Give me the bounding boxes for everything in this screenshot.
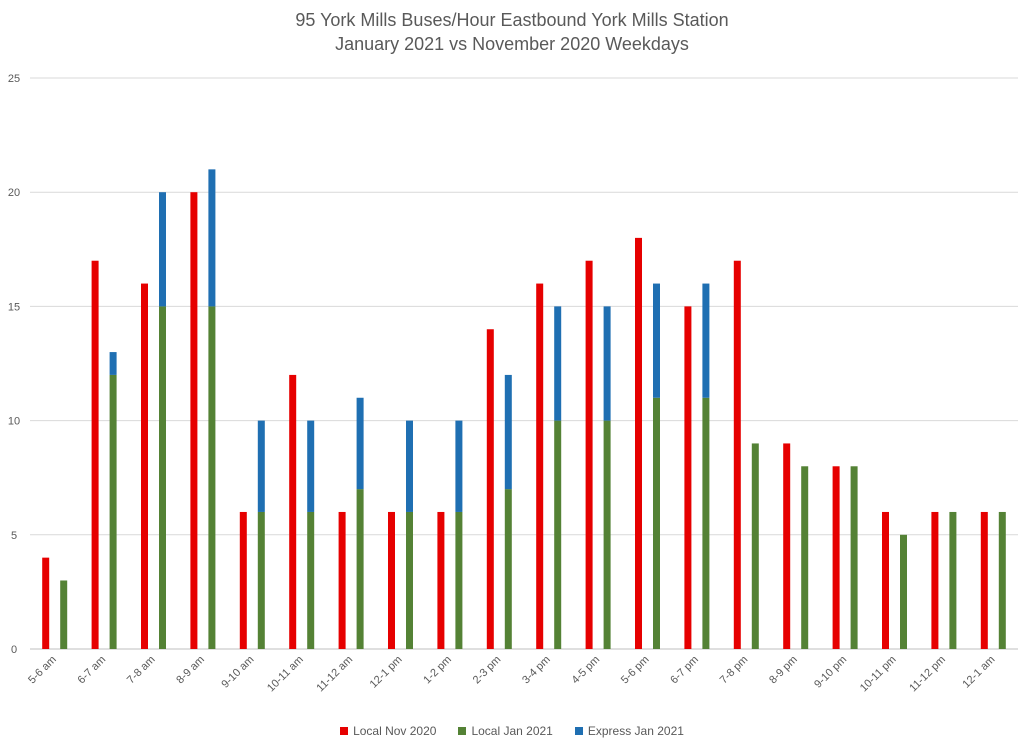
x-tick-label: 9-10 pm xyxy=(812,654,849,691)
x-tick-label: 10-11 pm xyxy=(858,654,899,695)
bar-express-jan-2021 xyxy=(109,352,117,375)
bar-local-jan-2021 xyxy=(356,489,364,649)
x-tick-label: 2-3 pm xyxy=(471,654,504,687)
bar-local-jan-2021 xyxy=(603,420,611,649)
bar-local-jan-2021 xyxy=(653,397,660,649)
chart-title-line1: 95 York Mills Buses/Hour Eastbound York … xyxy=(295,10,729,30)
bar-local-jan-2021 xyxy=(801,466,809,649)
bar-express-jan-2021 xyxy=(455,420,463,512)
y-tick-label: 15 xyxy=(8,301,20,313)
chart-title: 95 York Mills Buses/Hour Eastbound York … xyxy=(0,8,1024,56)
bar-local-jan-2021 xyxy=(159,306,166,649)
legend-swatch xyxy=(340,727,349,735)
bar-local-nov-2020 xyxy=(239,511,247,649)
legend-label: Local Nov 2020 xyxy=(353,724,437,738)
bar-local-nov-2020 xyxy=(684,306,692,649)
x-tick-label: 6-7 am xyxy=(76,654,109,687)
legend-swatch xyxy=(574,727,583,735)
bar-local-nov-2020 xyxy=(980,511,988,649)
bar-local-jan-2021 xyxy=(60,580,68,649)
bar-local-nov-2020 xyxy=(585,260,593,649)
x-tick-label: 11-12 am xyxy=(314,654,355,695)
y-tick-label: 0 xyxy=(11,644,17,656)
x-tick-label: 6-7 pm xyxy=(668,654,701,687)
legend-label: Local Jan 2021 xyxy=(471,724,553,738)
bar-express-jan-2021 xyxy=(504,374,512,490)
x-tick-label: 12-1 pm xyxy=(368,654,405,691)
bar-express-jan-2021 xyxy=(653,283,660,398)
bar-local-jan-2021 xyxy=(455,511,463,649)
bar-local-nov-2020 xyxy=(486,329,494,649)
legend-label: Express Jan 2021 xyxy=(587,724,684,738)
bar-local-jan-2021 xyxy=(406,511,413,649)
chart-title-line2: January 2021 vs November 2020 Weekdays xyxy=(335,34,689,54)
x-tick-label: 11-12 pm xyxy=(907,654,948,695)
bar-local-jan-2021 xyxy=(307,511,315,649)
legend: Local Nov 2020 Local Jan 2021 Express Jan … xyxy=(0,724,1024,738)
bar-local-jan-2021 xyxy=(257,511,265,649)
bar-local-nov-2020 xyxy=(931,511,939,649)
bar-local-jan-2021 xyxy=(900,534,907,649)
bar-local-nov-2020 xyxy=(91,260,99,649)
bar-local-jan-2021 xyxy=(850,466,858,649)
bar-express-jan-2021 xyxy=(603,306,611,421)
bar-local-nov-2020 xyxy=(882,511,889,649)
bar-express-jan-2021 xyxy=(208,169,216,307)
x-tick-label: 7-8 pm xyxy=(718,654,751,687)
bar-chart: 0 5 10 15 20 25 5-6 am 6-7 am 7-8 am 8-9 am 9-10 … xyxy=(8,73,1018,695)
bar-local-nov-2020 xyxy=(783,443,791,649)
x-tick-label: 7-8 am xyxy=(125,654,158,687)
bar-local-jan-2021 xyxy=(949,511,957,649)
bar-local-jan-2021 xyxy=(702,397,710,649)
bar-local-nov-2020 xyxy=(437,511,445,649)
legend-swatch xyxy=(458,727,467,735)
y-tick-label: 20 xyxy=(8,187,20,199)
x-tick-label: 12-1 am xyxy=(960,654,997,691)
bar-local-nov-2020 xyxy=(338,511,346,649)
bar-local-jan-2021 xyxy=(751,443,759,649)
bar-local-jan-2021 xyxy=(109,374,117,649)
y-tick-label: 25 xyxy=(8,73,20,85)
bar-local-jan-2021 xyxy=(554,420,562,649)
x-tick-label: 9-10 am xyxy=(219,654,256,691)
bar-local-nov-2020 xyxy=(190,192,198,649)
bar-local-nov-2020 xyxy=(388,511,395,649)
bar-express-jan-2021 xyxy=(406,420,413,512)
bar-express-jan-2021 xyxy=(356,397,364,490)
bar-local-nov-2020 xyxy=(832,466,840,649)
x-tick-label: 10-11 am xyxy=(265,654,306,695)
bar-express-jan-2021 xyxy=(554,306,562,421)
bar-express-jan-2021 xyxy=(307,420,315,512)
y-tick-label: 10 xyxy=(8,416,20,428)
legend-item: Local Jan 2021 xyxy=(458,724,553,738)
bar-express-jan-2021 xyxy=(702,283,710,398)
x-tick-label: 8-9 pm xyxy=(767,654,800,687)
bar-local-nov-2020 xyxy=(635,237,642,649)
gridlines xyxy=(30,77,1018,650)
x-tick-label: 3-4 pm xyxy=(520,654,553,687)
bar-local-nov-2020 xyxy=(733,260,741,649)
x-axis-tick-labels: 5-6 am 6-7 am 7-8 am 8-9 am 9-10 am 10-11 am 1… xyxy=(26,654,997,695)
y-tick-label: 5 xyxy=(11,530,17,542)
x-tick-label: 1-2 pm xyxy=(421,654,454,687)
bar-local-jan-2021 xyxy=(208,306,216,649)
bar-local-jan-2021 xyxy=(504,489,512,649)
x-tick-label: 4-5 pm xyxy=(570,654,603,687)
legend-item: Local Nov 2020 xyxy=(340,724,436,738)
bars xyxy=(42,169,1006,649)
bar-local-nov-2020 xyxy=(536,283,544,649)
x-tick-label: 8-9 am xyxy=(174,654,207,687)
x-tick-label: 5-6 pm xyxy=(619,654,652,687)
bar-local-nov-2020 xyxy=(289,374,297,649)
bar-local-nov-2020 xyxy=(141,283,148,649)
y-axis-tick-labels: 0 5 10 15 20 25 xyxy=(8,73,20,656)
bar-local-jan-2021 xyxy=(998,511,1006,649)
bar-express-jan-2021 xyxy=(159,192,166,307)
legend-item: Express Jan 2021 xyxy=(574,724,684,738)
x-tick-label: 5-6 am xyxy=(26,654,59,687)
bar-local-nov-2020 xyxy=(42,557,50,649)
bar-express-jan-2021 xyxy=(257,420,265,512)
